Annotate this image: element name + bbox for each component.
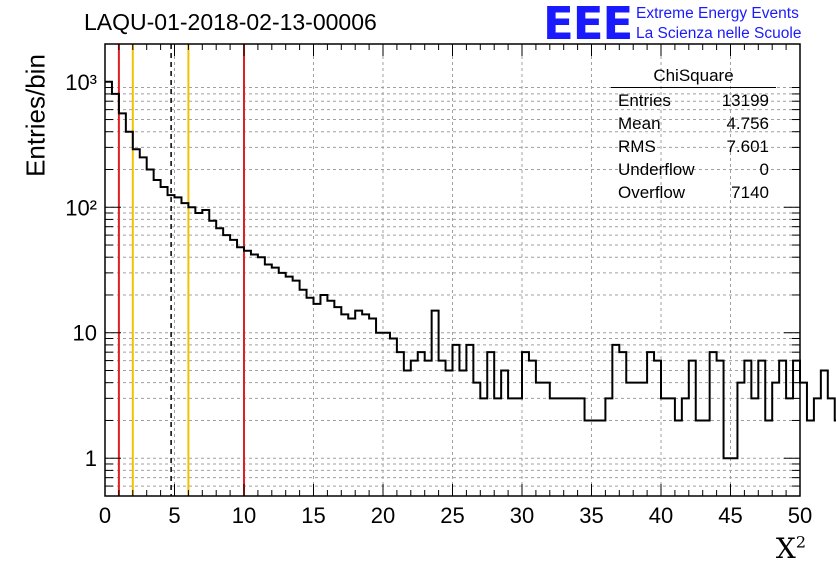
- stats-row-rms: RMS 7.601: [611, 135, 776, 158]
- y-tick-label: 10²: [65, 195, 97, 220]
- logo-line-2: La Scienza nelle Scuole: [636, 25, 802, 42]
- histogram-line: [105, 80, 836, 460]
- stats-value: 7.601: [726, 137, 769, 156]
- stats-label: Entries: [618, 91, 671, 110]
- x-tick-label: 5: [168, 503, 180, 528]
- stats-label: Underflow: [618, 160, 695, 179]
- y-tick-label: 1: [85, 446, 97, 471]
- stats-row-underflow: Underflow 0: [611, 158, 776, 181]
- x-axis-label: X2: [775, 532, 806, 565]
- x-tick-label: 50: [788, 503, 812, 528]
- x-tick-label: 15: [301, 503, 325, 528]
- x-tick-label: 0: [99, 503, 111, 528]
- x-tick-label: 25: [440, 503, 464, 528]
- stats-label: Overflow: [618, 183, 686, 202]
- stats-box: ChiSquare Entries 13199 Mean 4.756 RMS 7…: [611, 66, 776, 204]
- x-tick-label: 35: [579, 503, 603, 528]
- stats-value: 7140: [731, 183, 769, 202]
- x-tick-label: 10: [232, 503, 256, 528]
- x-tick-label: 45: [718, 503, 742, 528]
- x-tick-label: 20: [371, 503, 395, 528]
- stats-value: 13199: [721, 91, 769, 110]
- chart-title: LAQU-01-2018-02-13-00006: [84, 9, 377, 35]
- y-tick-label: 10: [73, 321, 97, 346]
- stats-label: RMS: [618, 137, 656, 156]
- stats-value: 0: [759, 160, 769, 179]
- logo-text: Extreme Energy Events La Scienza nelle S…: [636, 4, 801, 44]
- stats-label: Mean: [618, 114, 661, 133]
- x-tick-label: 30: [510, 503, 534, 528]
- stats-value: 4.756: [726, 114, 769, 133]
- stats-row-mean: Mean 4.756: [611, 112, 776, 135]
- stats-row-overflow: Overflow 7140: [611, 181, 776, 204]
- logo-mark: EEE: [543, 0, 633, 50]
- stats-row-entries: Entries 13199: [611, 89, 776, 112]
- stats-title: ChiSquare: [611, 66, 776, 88]
- x-tick-label: 40: [649, 503, 673, 528]
- y-tick-label: 10³: [65, 70, 97, 95]
- logo-line-1: Extreme Energy Events: [636, 5, 799, 22]
